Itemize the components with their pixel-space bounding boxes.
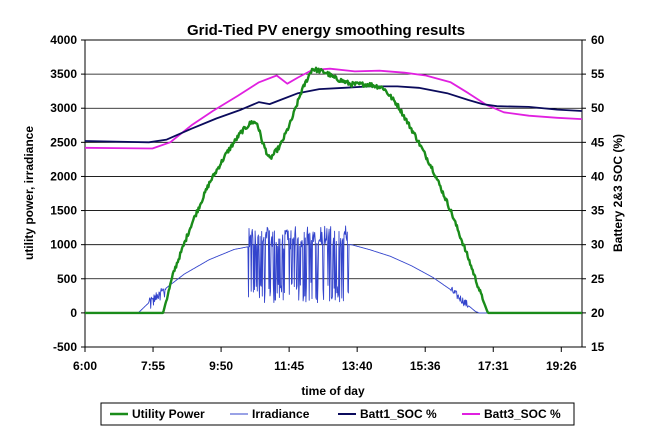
x-tick-label: 11:45 <box>274 359 304 373</box>
x-tick-label: 9:50 <box>209 359 233 373</box>
y2-tick-label: 45 <box>591 135 605 149</box>
series-line-batt1-soc- <box>84 85 583 144</box>
chart-title: Grid-Tied PV energy smoothing results <box>187 22 465 39</box>
y-axis-ticks: -500 0 500 1000 1500 2000 2500 3000 3500 4000 <box>50 33 85 354</box>
y-tick-label: 1500 <box>50 204 77 218</box>
x-tick-label: 15:36 <box>410 359 441 373</box>
x-tick-label: 19:26 <box>546 359 577 373</box>
legend-box <box>100 402 575 426</box>
x-tick-label: 13:40 <box>342 359 373 373</box>
y2-tick-label: 15 <box>591 340 605 354</box>
y2-tick-label: 55 <box>591 67 605 81</box>
legend-label: Utility Power <box>132 407 205 421</box>
x-axis-ticks: 6:00 7:55 9:50 11:45 13:40 15:36 17:31 19:26 <box>73 347 577 373</box>
y-tick-label: 500 <box>57 272 77 286</box>
y2-tick-label: 25 <box>591 272 605 286</box>
legend: Utility Power Irradiance Batt1_SOC % Batt3_… <box>100 402 575 426</box>
x-tick-label: 7:55 <box>141 359 165 373</box>
y-tick-label: 0 <box>70 306 77 320</box>
legend-label: Batt1_SOC % <box>360 407 437 421</box>
y-axis-label: utility power, irradiance <box>22 126 36 260</box>
legend-label: Batt3_SOC % <box>484 407 561 421</box>
y-tick-label: 3000 <box>50 101 77 115</box>
y-tick-label: 1000 <box>50 238 77 252</box>
y2-tick-label: 35 <box>591 204 605 218</box>
y-tick-label: 2000 <box>50 169 77 183</box>
y-tick-label: 2500 <box>50 135 77 149</box>
y2-axis-ticks: 15 20 25 30 35 40 45 50 55 60 <box>582 33 605 354</box>
y2-tick-label: 40 <box>591 169 605 183</box>
y2-axis-label: Battery 2&3 SOC (%) <box>611 134 625 252</box>
x-axis-label: time of day <box>301 384 365 398</box>
plot-area <box>84 39 583 348</box>
series-line-utility-power <box>84 66 583 315</box>
legend-label: Irradiance <box>252 407 310 421</box>
y2-tick-label: 30 <box>591 238 605 252</box>
y2-tick-label: 60 <box>591 33 605 47</box>
x-tick-label: 6:00 <box>73 359 97 373</box>
y2-tick-label: 50 <box>591 101 605 115</box>
x-tick-label: 17:31 <box>478 359 509 373</box>
y-tick-label: 4000 <box>50 33 77 47</box>
series-line-batt3-soc- <box>84 67 583 150</box>
y-tick-label: 3500 <box>50 67 77 81</box>
series-group <box>84 66 583 315</box>
y-tick-label: -500 <box>53 340 77 354</box>
y2-tick-label: 20 <box>591 306 605 320</box>
